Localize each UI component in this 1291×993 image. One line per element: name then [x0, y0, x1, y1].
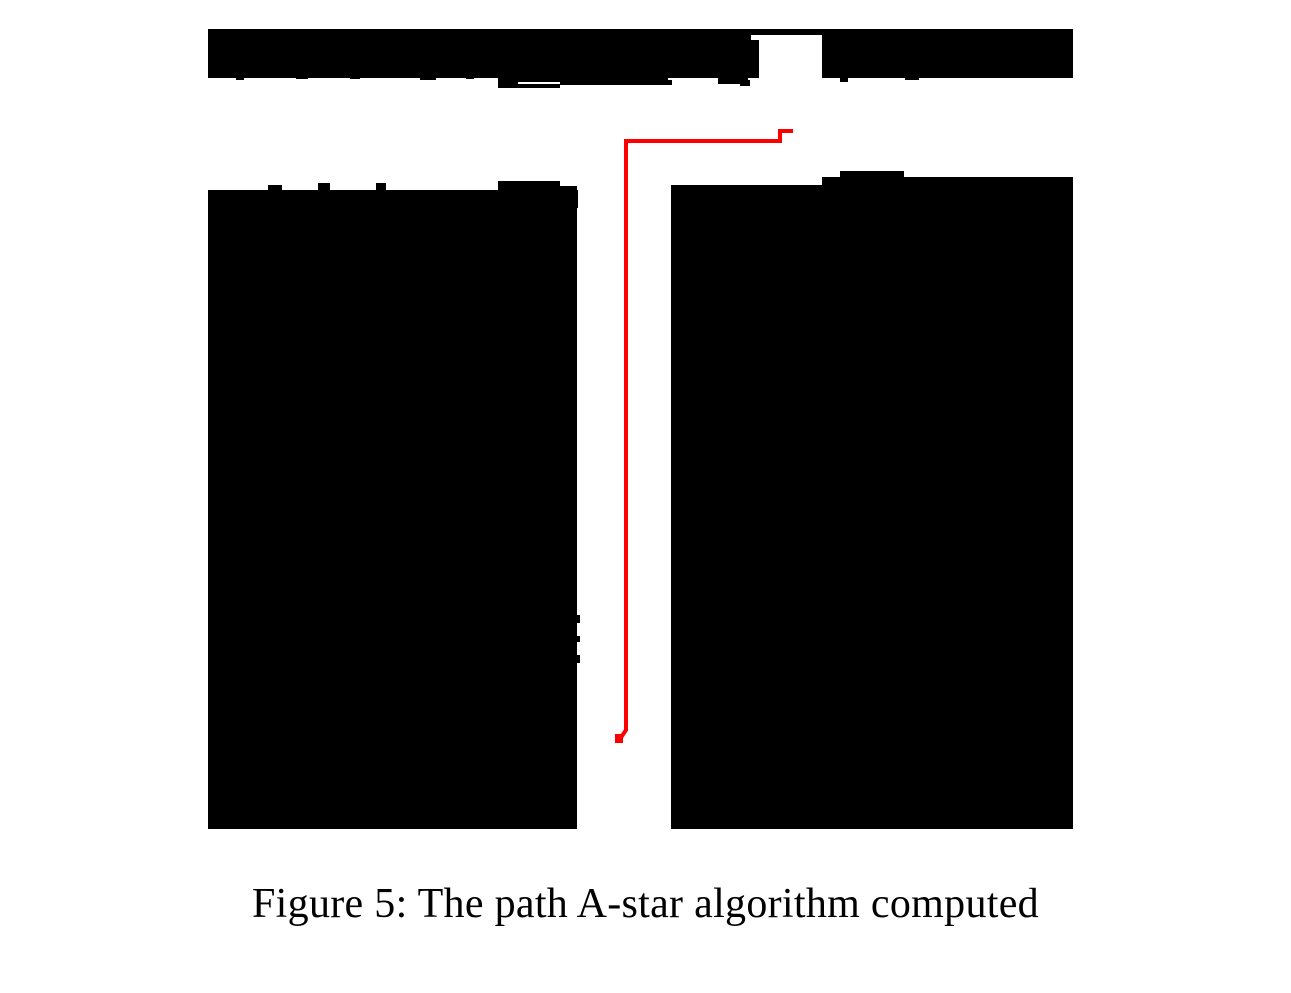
top-obstacle-band — [208, 29, 1073, 88]
path-start-marker — [780, 129, 793, 133]
figure-caption: Figure 5: The path A-star algorithm comp… — [252, 881, 1039, 927]
right-obstacle-block — [671, 171, 1073, 829]
left-obstacle-block — [208, 181, 580, 829]
path-goal-marker — [615, 734, 623, 743]
